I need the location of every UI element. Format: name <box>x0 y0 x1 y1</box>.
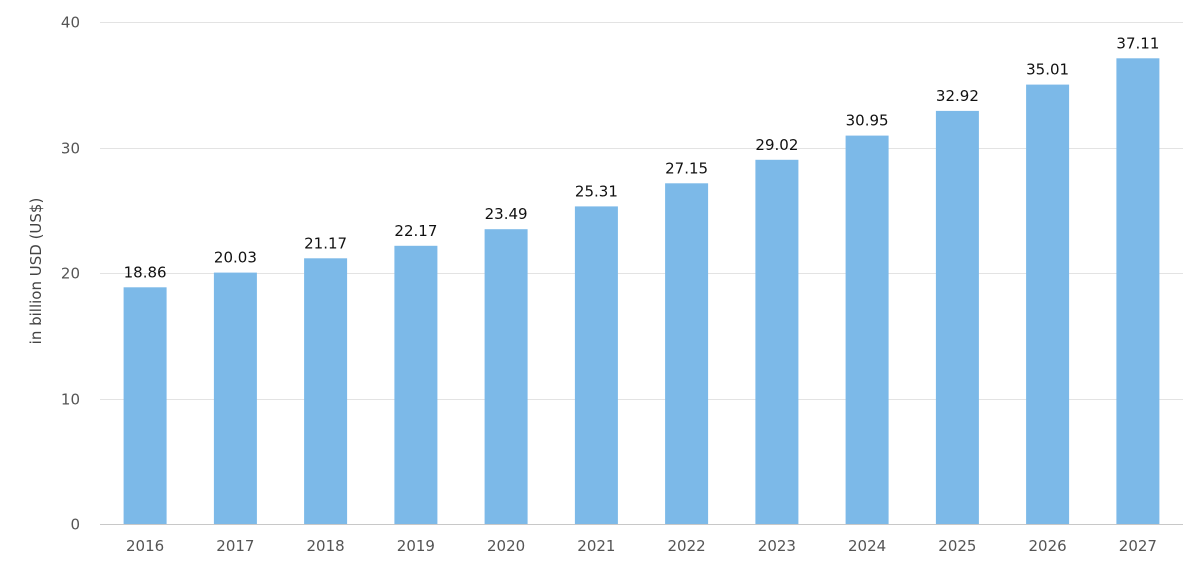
data-label-2023: 29.02 <box>755 136 798 154</box>
bar-2022[interactable] <box>665 183 709 525</box>
x-tick-label: 2022 <box>668 537 706 555</box>
bar-2019[interactable] <box>394 245 438 525</box>
x-tick-label: 2020 <box>487 537 525 555</box>
x-tick-label: 2016 <box>126 537 164 555</box>
y-tick-label: 0 <box>70 516 80 534</box>
y-axis-ticks: 0 10 20 30 40 <box>61 14 80 534</box>
bar-2024[interactable] <box>845 135 889 524</box>
x-tick-label: 2024 <box>848 537 886 555</box>
data-label-2022: 27.15 <box>665 159 708 177</box>
data-label-2020: 23.49 <box>485 205 528 223</box>
bar-2016[interactable] <box>123 287 167 524</box>
bars <box>123 58 1160 525</box>
bar-2018[interactable] <box>304 258 348 524</box>
y-tick-label: 40 <box>61 14 80 32</box>
data-label-2018: 21.17 <box>304 234 347 252</box>
y-tick-label: 20 <box>61 265 80 283</box>
data-label-2016: 18.86 <box>124 263 167 281</box>
data-label-2021: 25.31 <box>575 182 618 200</box>
data-label-2025: 32.92 <box>936 87 979 105</box>
x-tick-label: 2026 <box>1029 537 1067 555</box>
bar-2023[interactable] <box>755 159 799 525</box>
bar-2020[interactable] <box>484 229 528 524</box>
x-tick-label: 2023 <box>758 537 796 555</box>
x-tick-label: 2021 <box>577 537 615 555</box>
data-label-2017: 20.03 <box>214 249 257 267</box>
x-tick-label: 2017 <box>216 537 254 555</box>
x-tick-label: 2019 <box>397 537 435 555</box>
x-tick-label: 2025 <box>938 537 976 555</box>
bar-2017[interactable] <box>213 272 257 524</box>
data-labels: 18.86 20.03 21.17 22.17 23.49 25.31 27.15 29.02… <box>124 34 1160 281</box>
bar-2027[interactable] <box>1116 58 1160 525</box>
x-tick-label: 2018 <box>307 537 345 555</box>
data-label-2027: 37.11 <box>1116 34 1159 52</box>
y-tick-label: 10 <box>61 391 80 409</box>
y-axis-title: in billion USD (US$) <box>27 198 45 345</box>
data-label-2026: 35.01 <box>1026 61 1069 79</box>
data-label-2019: 22.17 <box>394 222 437 240</box>
bar-2021[interactable] <box>574 206 618 524</box>
x-axis-ticks: 2016 2017 2018 2019 2020 2021 2022 2023 2024 2025… <box>126 537 1157 555</box>
x-tick-label: 2027 <box>1119 537 1157 555</box>
data-label-2024: 30.95 <box>846 112 889 130</box>
bar-2025[interactable] <box>935 110 979 525</box>
gridlines <box>100 22 1183 525</box>
bar-2026[interactable] <box>1026 84 1070 524</box>
y-tick-label: 30 <box>61 140 80 158</box>
